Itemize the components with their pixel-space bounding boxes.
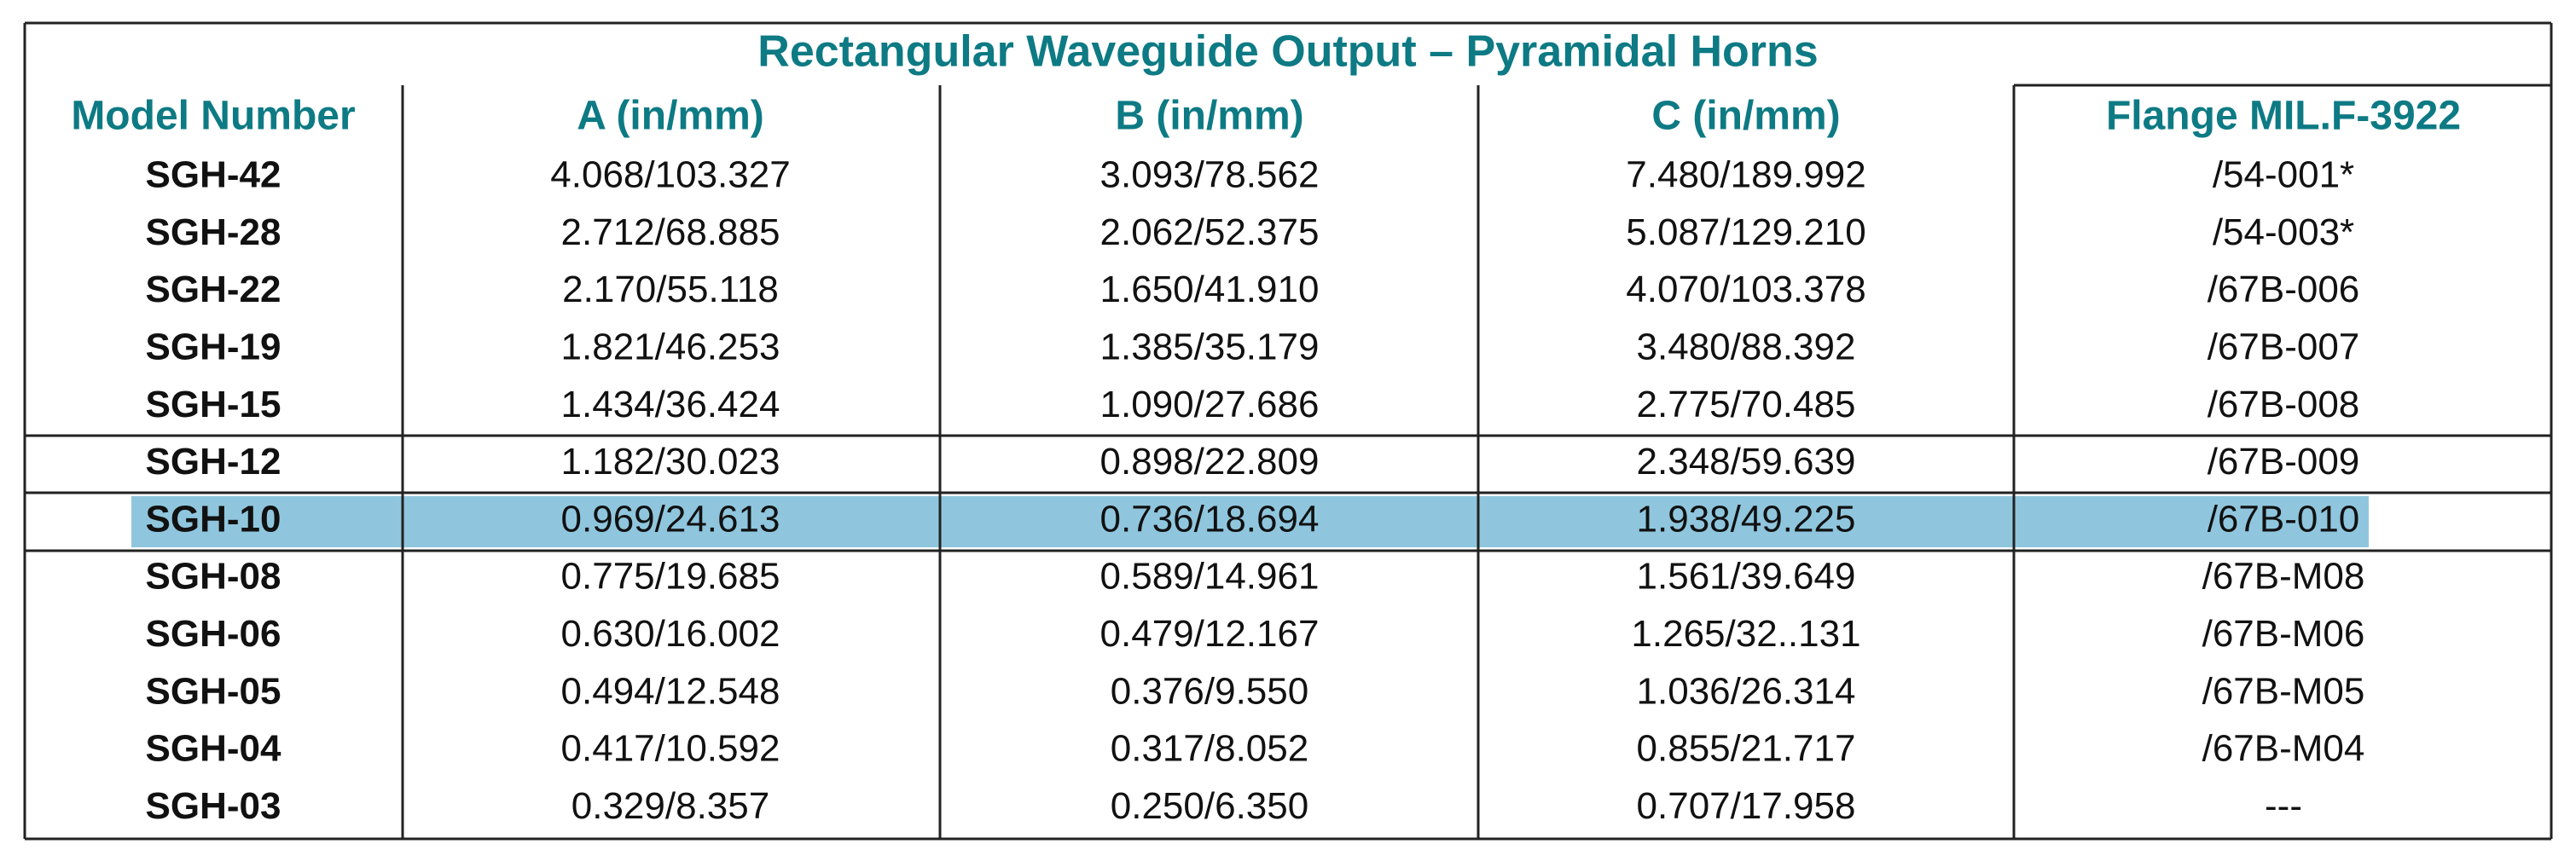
table-cell: 0.707/17.958: [1637, 785, 1856, 827]
table-cell: 4.070/103.378: [1626, 269, 1865, 310]
table-cell: /67B-006: [2208, 269, 2360, 310]
table-cell: /67B-009: [2208, 441, 2360, 483]
table-cell: 0.969/24.613: [561, 498, 780, 540]
row-highlight: [131, 496, 2369, 547]
table-cell: /67B-M05: [2202, 670, 2365, 712]
table-cell: /67B-010: [2208, 498, 2360, 540]
table-cell: 2.712/68.885: [561, 211, 780, 253]
column-header: A (in/mm): [577, 94, 764, 139]
table-cell: 2.348/59.639: [1637, 441, 1856, 483]
table-cell: 1.561/39.649: [1637, 556, 1856, 598]
table-cell: /67B-007: [2208, 327, 2360, 368]
model-number: SGH-15: [146, 384, 281, 425]
table-cell: 2.062/52.375: [1100, 211, 1320, 253]
table-cell: 0.329/8.357: [571, 785, 769, 827]
table-cell: 1.434/36.424: [561, 384, 780, 425]
table-cell: 0.630/16.002: [561, 613, 780, 655]
table-cell: /54-003*: [2213, 211, 2354, 253]
table-cell: 0.317/8.052: [1111, 728, 1308, 770]
table-cell: 5.087/129.210: [1626, 211, 1865, 253]
model-number: SGH-10: [146, 498, 281, 540]
table-cell: 1.938/49.225: [1637, 498, 1856, 540]
table-cell: 4.068/103.327: [550, 154, 790, 196]
table-cell: 2.170/55.118: [562, 269, 779, 310]
table-cell: 0.775/19.685: [561, 556, 780, 598]
table-cell: ---: [2265, 785, 2302, 827]
column-header: B (in/mm): [1115, 94, 1303, 139]
column-header: C (in/mm): [1651, 94, 1840, 139]
table-cell: /54-001*: [2213, 154, 2354, 196]
model-number: SGH-06: [146, 613, 281, 655]
table-cell: 0.376/9.550: [1111, 670, 1308, 712]
model-number: SGH-04: [146, 728, 281, 770]
table-cell: 0.417/10.592: [561, 728, 780, 770]
table-title: Rectangular Waveguide Output – Pyramidal…: [757, 27, 1818, 77]
table-cell: 0.898/22.809: [1100, 441, 1320, 483]
table-cell: 1.821/46.253: [561, 327, 780, 368]
column-header: Model Number: [71, 94, 355, 139]
table-cell: 0.589/14.961: [1100, 556, 1320, 598]
table-cell: /67B-M04: [2202, 728, 2365, 770]
table-cell: 2.775/70.485: [1637, 384, 1856, 425]
table-cell: 1.650/41.910: [1100, 269, 1320, 310]
table-cell: /67B-008: [2208, 384, 2360, 425]
model-number: SGH-19: [146, 327, 281, 368]
model-number: SGH-12: [146, 441, 281, 483]
table-cell: /67B-M06: [2202, 613, 2365, 655]
table-cell: 0.855/21.717: [1637, 728, 1856, 770]
table-cell: 3.093/78.562: [1100, 154, 1320, 196]
model-number: SGH-03: [146, 785, 281, 827]
table-cell: 0.736/18.694: [1100, 498, 1320, 540]
table-cell: 1.385/35.179: [1100, 327, 1320, 368]
model-number: SGH-22: [146, 269, 281, 310]
table-cell: 3.480/88.392: [1637, 327, 1856, 368]
column-header: Flange MIL.F-3922: [2106, 94, 2461, 139]
table-cell: 0.479/12.167: [1100, 613, 1320, 655]
table-cell: 1.265/32..131: [1631, 613, 1860, 655]
table-cell: 1.090/27.686: [1100, 384, 1320, 425]
table-cell: 7.480/189.992: [1626, 154, 1865, 196]
model-number: SGH-08: [146, 556, 281, 598]
table-cell: 1.182/30.023: [561, 441, 780, 483]
model-number: SGH-28: [146, 211, 281, 253]
model-number: SGH-05: [146, 670, 281, 712]
table-cell: /67B-M08: [2202, 556, 2365, 598]
table-cell: 0.250/6.350: [1111, 785, 1308, 827]
table-lines: [23, 21, 2553, 841]
table-cell: 1.036/26.314: [1637, 670, 1856, 712]
table-cell: 0.494/12.548: [561, 670, 780, 712]
model-number: SGH-42: [146, 154, 281, 196]
